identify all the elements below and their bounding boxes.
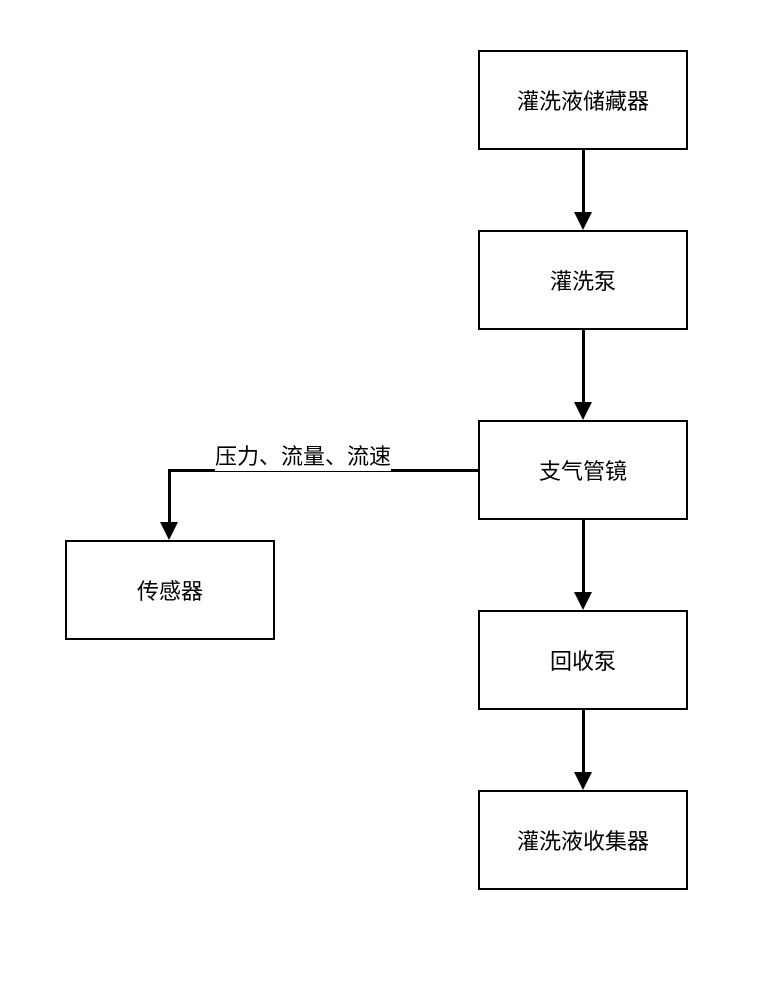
node-recovery-pump: 回收泵 (478, 610, 688, 710)
arrowhead-bronchoscope-sensor (160, 522, 178, 540)
node-reservoir: 灌洗液储藏器 (478, 50, 688, 150)
node-sensor-label: 传感器 (137, 574, 203, 606)
arrowhead-recovery-collector (574, 772, 592, 790)
node-collector: 灌洗液收集器 (478, 790, 688, 890)
arrowhead-reservoir-pump (574, 212, 592, 230)
edge-recovery-collector (582, 710, 585, 772)
edge-pump-bronchoscope (582, 330, 585, 402)
node-bronchoscope: 支气管镜 (478, 420, 688, 520)
node-bronchoscope-label: 支气管镜 (539, 454, 627, 486)
edge-bronchoscope-recovery (582, 520, 585, 592)
edge-label-sensor: 压力、流量、流速 (215, 439, 391, 471)
node-reservoir-label: 灌洗液储藏器 (517, 84, 649, 116)
arrowhead-pump-bronchoscope (574, 402, 592, 420)
node-lavage-pump-label: 灌洗泵 (550, 264, 616, 296)
node-collector-label: 灌洗液收集器 (517, 824, 649, 856)
edge-reservoir-pump (582, 150, 585, 212)
node-sensor: 传感器 (65, 540, 275, 640)
node-recovery-pump-label: 回收泵 (550, 644, 616, 676)
node-lavage-pump: 灌洗泵 (478, 230, 688, 330)
edge-bronchoscope-sensor-v (168, 469, 171, 522)
arrowhead-bronchoscope-recovery (574, 592, 592, 610)
